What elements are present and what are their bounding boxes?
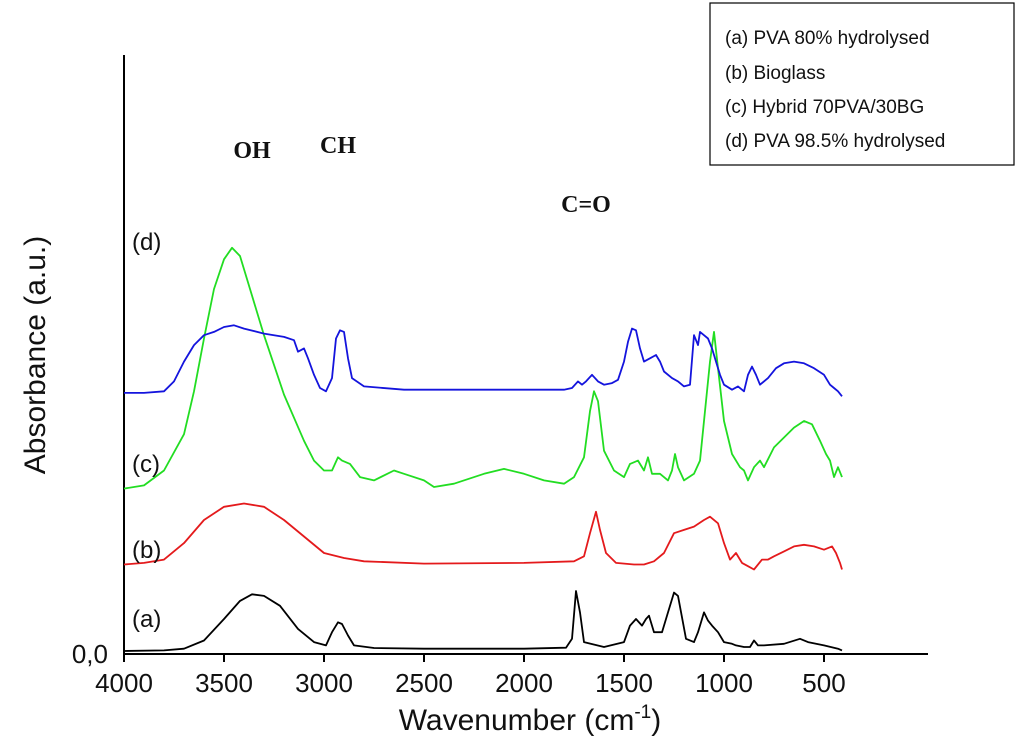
x-tick-label: 4000 — [95, 668, 153, 698]
curve-label-a: (a) — [132, 606, 161, 633]
band-label-ch: CH — [320, 133, 356, 159]
series-layer — [123, 246, 843, 652]
x-axis-title-close: ) — [651, 704, 661, 737]
legend-entry-a: (a) PVA 80% hydrolysed — [725, 28, 930, 49]
x-tick-label: 3500 — [195, 668, 253, 698]
x-axis-title-main: Wavenumber (cm — [399, 704, 635, 737]
band-label-co: C=O — [561, 192, 611, 218]
x-tick-label: 3000 — [295, 668, 353, 698]
band-label-oh: OH — [233, 138, 271, 164]
x-tick-label: 500 — [802, 668, 845, 698]
x-tick-label: 1500 — [595, 668, 653, 698]
curve-label-d: (d) — [132, 229, 161, 256]
legend: (a) PVA 80% hydrolysed (b) Bioglass (c) … — [709, 2, 1015, 166]
y-axis-title: Absorbance (a.u.) — [19, 236, 52, 474]
axes — [123, 55, 928, 655]
x-axis-title: Wavenumber (cm-1) — [399, 702, 662, 737]
legend-entry-c: (c) Hybrid 70PVA/30BG — [725, 97, 924, 118]
legend-entry-d: (d) PVA 98.5% hydrolysed — [725, 131, 945, 152]
series-line-c — [123, 246, 843, 490]
x-ticks: 4000 3500 3000 2500 2000 1500 1000 500 — [95, 654, 846, 698]
series-line-a — [123, 590, 843, 652]
curve-label-b: (b) — [132, 537, 161, 564]
x-tick-label: 2500 — [395, 668, 453, 698]
series-line-d — [124, 324, 843, 397]
x-tick-label: 2000 — [495, 668, 553, 698]
x-tick-label: 1000 — [695, 668, 753, 698]
legend-box — [709, 2, 1015, 166]
curve-label-c: (c) — [132, 451, 160, 478]
x-axis-title-superscript: -1 — [634, 702, 651, 723]
y-tick-label-zero: 0,0 — [72, 639, 108, 669]
legend-entry-b: (b) Bioglass — [725, 63, 825, 84]
series-line-b — [123, 502, 843, 571]
